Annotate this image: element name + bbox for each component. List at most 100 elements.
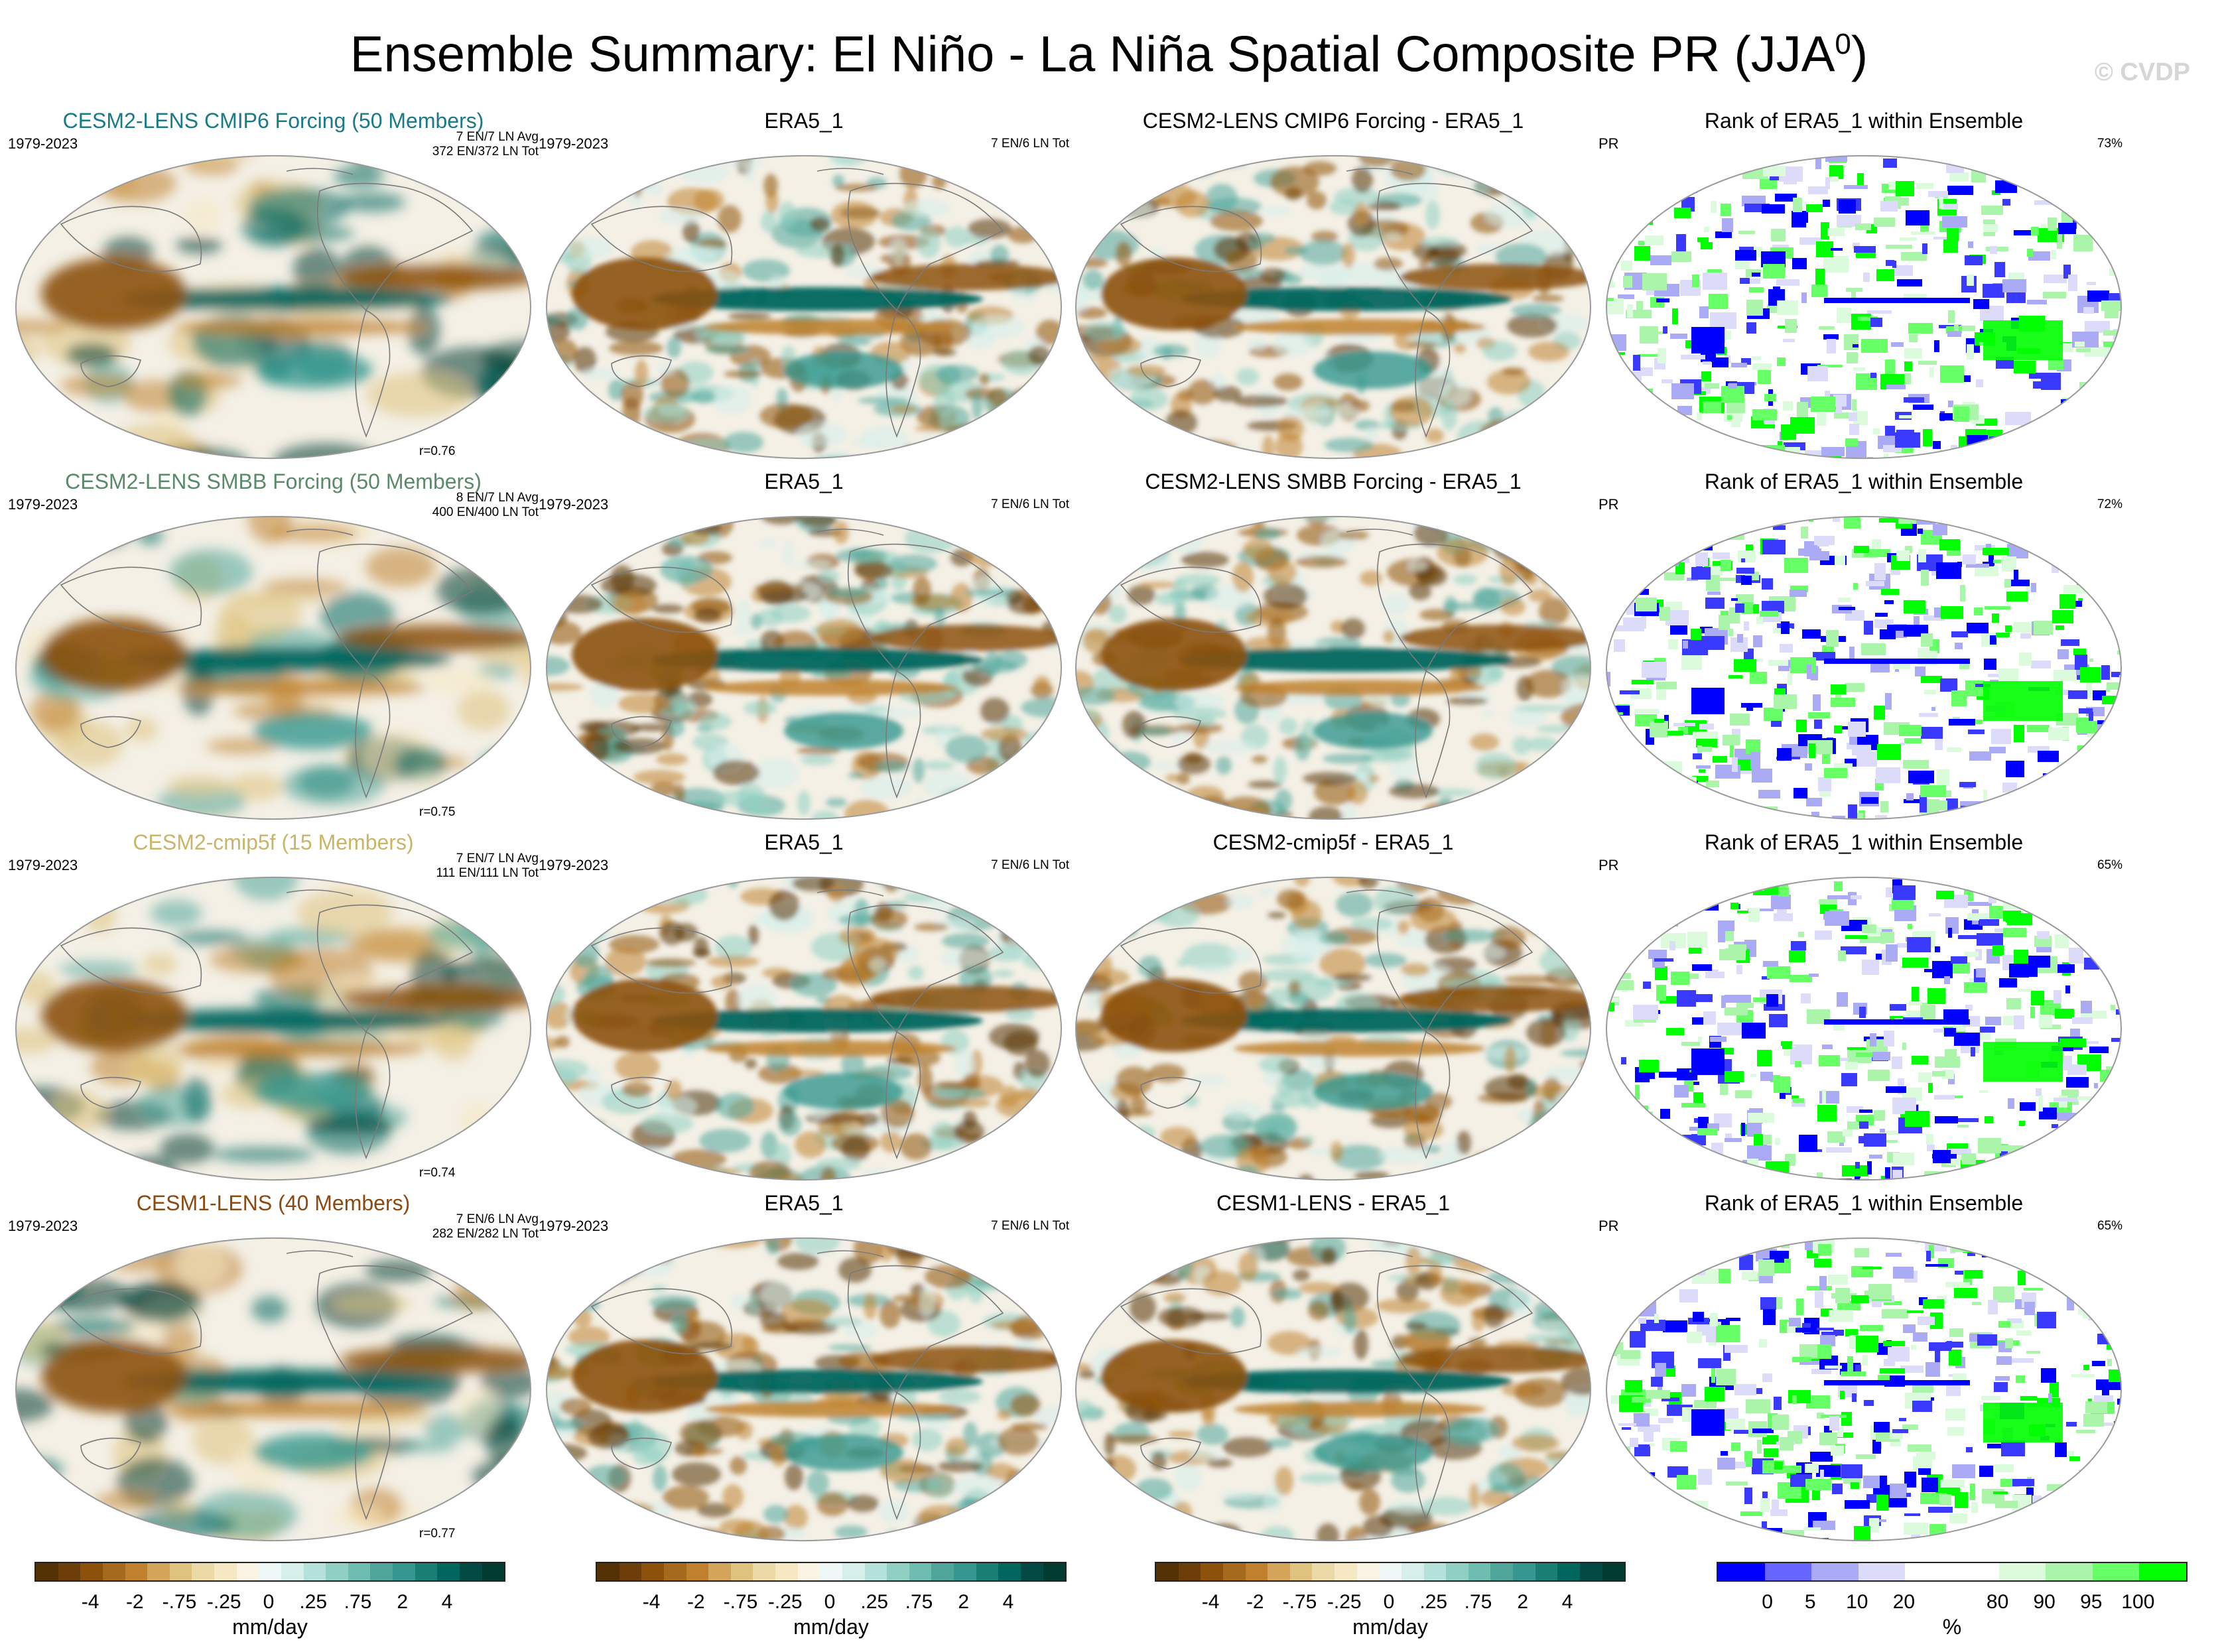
colorbar-swatch [954,1563,976,1580]
colorbar-tick-label: -.25 [1327,1591,1362,1613]
colorbar-swatch [909,1563,932,1580]
colorbar-tick-label: 2 [1517,1591,1529,1613]
event-count-label: 7 EN/6 LN Tot [991,497,1069,512]
colorbar-tick-label: 90 [2033,1591,2055,1613]
colorbar-swatch [1379,1563,1402,1580]
event-count-line2: 282 EN/282 LN Tot [432,1227,539,1241]
colorbar-swatches [1155,1562,1626,1582]
period-label: 1979-2023 [8,135,78,152]
colorbar-swatch [1490,1563,1513,1580]
event-count-line1: 8 EN/7 LN Avg [456,491,539,505]
colorbar-swatch [797,1563,820,1580]
event-count-label: 7 EN/6 LN Tot [991,858,1069,873]
colorbar-swatch [686,1563,709,1580]
colorbar-swatch [663,1563,686,1580]
colorbar-tick-label: .75 [344,1591,372,1613]
colorbar-swatch [1764,1563,1812,1580]
colorbar-tick-label: 2 [958,1591,970,1613]
colorbar-swatch [1718,1563,1765,1580]
colorbar-swatch [393,1563,415,1580]
panel-rank-row2: Rank of ERA5_1 within Ensemble PR 72% [1598,468,2129,830]
colorbar-swatch [1222,1563,1246,1580]
colorbar-tick-label: -4 [1201,1591,1220,1613]
colorbar-swatch [931,1563,954,1580]
colorbar-tick-label: 100 [2121,1591,2155,1613]
colorbar-swatches [596,1562,1067,1582]
panel-rank-row3: Rank of ERA5_1 within Ensemble PR 65% [1598,829,2129,1190]
colorbar-swatch [976,1563,999,1580]
panel-obs-row3: ERA5_1 1979-2023 7 EN/6 LN Tot [539,829,1069,1190]
colorbar-swatch [753,1563,775,1580]
panel-title-model: CESM2-LENS SMBB Forcing (50 Members) [65,470,482,493]
colorbar-swatch [214,1563,237,1580]
variable-label: PR [1598,135,1619,152]
colorbar-swatch [36,1563,58,1580]
panel-rank-row1: Rank of ERA5_1 within Ensemble PR 73% [1598,107,2129,469]
colorbar-swatch [641,1563,664,1580]
panel-title-obs: ERA5_1 [764,1191,844,1215]
rank-map [1598,873,2129,1184]
period-label: 1979-2023 [8,1218,78,1234]
precip-map [8,1234,539,1545]
panel-title-diff: CESM2-LENS SMBB Forcing - ERA5_1 [1145,470,1522,493]
panel-title-rank: Rank of ERA5_1 within Ensemble [1704,1191,2024,1215]
precip-map [539,1234,1069,1545]
event-count-label: 7 EN/6 LN Avg 282 EN/282 LN Tot [432,1212,539,1241]
colorbar-swatch [1557,1563,1580,1580]
rank-percent-label: 65% [2097,1219,2122,1233]
panel-model-row4: CESM1-LENS (40 Members) 1979-2023 7 EN/6 L… [8,1190,539,1551]
colorbar-ticks: -4 -2 -.75 -.25 0 .25 .75 2 4 [34,1591,505,1615]
colorbar-swatch [482,1563,505,1580]
panel-diff-row1: CESM2-LENS CMIP6 Forcing - ERA5_1 [1068,107,1598,469]
colorbar-swatch [169,1563,192,1580]
colorbar-tick-label: 5 [1804,1591,1816,1613]
panel-diff-row3: CESM2-cmip5f - ERA5_1 [1068,829,1598,1190]
colorbar-swatch [1178,1563,1201,1580]
figure-title: Ensemble Summary: El Niño - La Niña Spat… [350,26,1868,83]
colorbar-tick-label: .25 [299,1591,328,1613]
colorbar-swatch [102,1563,125,1580]
precip-map [539,873,1069,1184]
rank-map [1598,151,2129,463]
colorbar-swatch [1951,1563,1999,1580]
event-count-line1: 7 EN/7 LN Avg [456,852,539,865]
colorbar-swatch [1289,1563,1313,1580]
colorbar-swatch [1446,1563,1468,1580]
colorbar-tick-label: 20 [1892,1591,1916,1613]
colorbar-swatch [1579,1563,1602,1580]
colorbar-units-label: mm/day [232,1615,308,1639]
colorbar-tick-label: 95 [2080,1591,2103,1613]
colorbar-tick-label: 0 [1383,1591,1395,1613]
colorbar-swatch [326,1563,348,1580]
panel-model-row3: CESM2-cmip5f (15 Members) 1979-2023 7 EN/7… [8,829,539,1190]
panel-title-model: CESM1-LENS (40 Members) [136,1191,411,1215]
panel-title-diff: CESM1-LENS - ERA5_1 [1216,1191,1451,1215]
precip-map [539,151,1069,463]
colorbar-swatch [619,1563,642,1580]
colorbar-swatch [1905,1563,1952,1580]
colorbar-tick-label: 4 [441,1591,453,1613]
rank-map [1598,1234,2129,1545]
colorbar-swatch [459,1563,482,1580]
precip-map [1068,1234,1598,1545]
colorbar-swatch [864,1563,887,1580]
colorbar-tick-label: .25 [860,1591,889,1613]
colorbar-tick-label: -.75 [162,1591,197,1613]
event-count-line1: 7 EN/6 LN Tot [991,1219,1069,1233]
period-label: 1979-2023 [8,857,78,873]
colorbar-swatch [998,1563,1021,1580]
precip-map [1068,873,1598,1184]
panel-rank-row4: Rank of ERA5_1 within Ensemble PR 65% [1598,1190,2129,1551]
colorbar-tick-label: .25 [1419,1591,1448,1613]
colorbar-tick-label: 0 [1762,1591,1773,1613]
colorbar-tick-label: -.25 [206,1591,241,1613]
colorbar-tick-label: -2 [125,1591,144,1613]
colorbar-ticks: -4 -2 -.75 -.25 0 .25 .75 2 4 [596,1591,1067,1615]
colorbar-swatch [1156,1563,1179,1580]
period-label: 1979-2023 [539,135,609,152]
panel-title-model: CESM2-LENS CMIP6 Forcing (50 Members) [62,109,484,133]
colorbar-tick-label: -.75 [723,1591,758,1613]
event-count-label: 7 EN/7 LN Avg 372 EN/372 LN Tot [432,130,539,159]
event-count-label: 7 EN/6 LN Tot [991,1219,1069,1234]
colorbar-tick-label: -4 [81,1591,99,1613]
